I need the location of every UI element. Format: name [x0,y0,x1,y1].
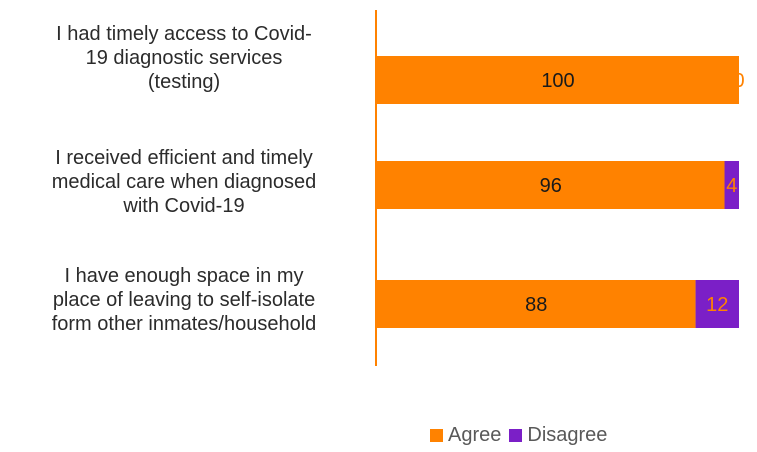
legend-label-agree: Agree [448,424,502,446]
legend-item-disagree: Disagree [509,424,607,447]
category-label-line: 19 diagnostic services [85,47,283,69]
category-label-line: with Covid-19 [123,195,245,217]
bar-disagree-2 [695,280,739,328]
bar-agree-1 [377,161,725,209]
category-label-line: place of leaving to self-isolate [52,289,316,311]
category-label-line: (testing) [147,71,221,93]
data-label-disagree-0: 0 [733,70,744,92]
legend-label-disagree: Disagree [527,424,608,446]
data-label-agree-1: 96 [540,175,562,197]
category-label-line: medical care when diagnosed [51,171,317,193]
data-label-agree-2: 88 [525,294,547,316]
bars-group [377,56,739,328]
legend: Agree Disagree [430,424,615,447]
bar-agree-2 [377,280,696,328]
category-label-line: I received efficient and timely [55,147,313,169]
category-label-line: I had timely access to Covid- [56,23,312,45]
data-label-disagree-2: 12 [706,294,728,316]
data-label-disagree-1: 4 [726,175,737,197]
data-label-agree-0: 100 [541,70,574,92]
category-label-2: I have enough space in my place of leavin… [8,264,360,336]
category-label-line: form other inmates/household [51,313,317,335]
category-label-line: I have enough space in my [64,265,304,287]
legend-item-agree: Agree [430,424,501,447]
category-label-0: I had timely access to Covid- 19 diagnost… [8,22,360,94]
legend-swatch-disagree [509,429,523,442]
legend-swatch-agree [430,429,443,442]
bar-disagree-1 [724,161,739,209]
category-label-1: I received efficient and timely medical c… [8,146,360,218]
bar-agree-0 [377,56,739,104]
data-labels-group: 100 0 96 4 88 12 [525,70,744,316]
